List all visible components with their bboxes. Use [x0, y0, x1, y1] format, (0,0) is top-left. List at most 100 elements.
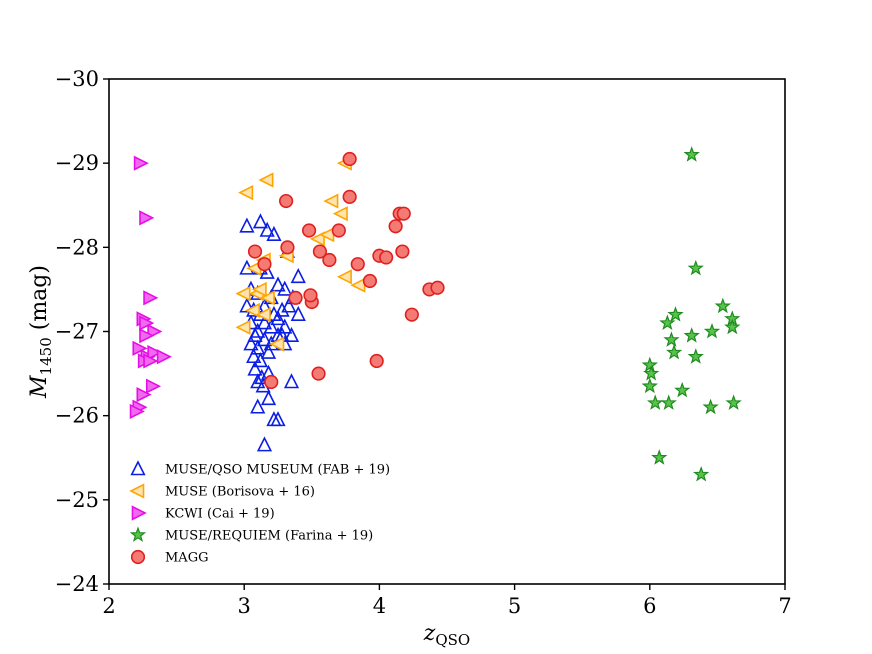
y-axis-label: M1450 (mag): [27, 265, 55, 399]
data-point: [145, 378, 162, 394]
legend-marker: [130, 549, 146, 565]
data-point: [269, 336, 285, 352]
data-point: [643, 365, 660, 381]
data-point: [259, 263, 275, 279]
x-tick-label: 6: [643, 594, 656, 618]
data-point: [350, 257, 365, 272]
data-point: [279, 193, 294, 209]
data-point: [270, 310, 286, 326]
data-point: [683, 327, 700, 343]
data-point: [252, 352, 269, 368]
series-4: [247, 151, 445, 390]
y-tick-label: −29: [55, 151, 99, 175]
legend-label: MUSE/REQUIEM (Farina + 19): [165, 529, 373, 544]
data-point: [396, 206, 411, 221]
data-point: [703, 322, 721, 339]
data-point: [369, 353, 384, 369]
series-2: [129, 155, 172, 420]
data-point: [251, 281, 267, 298]
y-tick-label: −27: [55, 320, 99, 344]
x-tick-label: 2: [102, 594, 115, 618]
data-point: [659, 314, 676, 331]
y-tick-label: −24: [55, 572, 99, 596]
data-point: [250, 373, 266, 389]
data-point: [239, 297, 255, 313]
data-point: [309, 231, 325, 247]
data-point: [277, 280, 293, 296]
x-axis-label-main: z: [423, 621, 436, 646]
data-point: [342, 151, 357, 167]
data-point: [281, 297, 297, 313]
data-point: [693, 466, 710, 482]
data-point: [257, 257, 272, 272]
data-point: [332, 206, 348, 222]
data-point: [388, 219, 403, 234]
data-point: [260, 343, 277, 359]
data-point: [129, 403, 145, 420]
data-point: [667, 306, 684, 322]
data-point: [660, 394, 677, 410]
data-point: [259, 290, 275, 306]
legend-marker: [129, 526, 147, 542]
y-axis-label-sub: 1450: [37, 337, 55, 375]
data-point: [239, 217, 255, 233]
data-point: [266, 225, 282, 242]
data-point: [256, 331, 273, 347]
legend: MUSE/QSO MUSEUM (FAB + 19) MUSE (Borisova…: [129, 460, 390, 566]
data-point: [641, 377, 658, 394]
x-tick-label: 7: [778, 594, 791, 618]
data-point: [244, 302, 260, 319]
data-point: [301, 223, 317, 238]
legend-marker: [131, 505, 147, 521]
data-point: [641, 356, 658, 373]
data-point: [674, 381, 691, 398]
data-point: [252, 213, 269, 229]
data-point: [724, 318, 741, 335]
data-point: [288, 290, 303, 305]
data-point: [274, 301, 290, 317]
data-point: [303, 288, 318, 303]
data-point: [687, 348, 704, 364]
data-point: [430, 280, 445, 295]
legend-marker: [129, 483, 145, 499]
data-point: [270, 276, 286, 292]
data-point: [280, 240, 295, 255]
x-axis-label: zQSO: [423, 621, 470, 649]
data-point: [331, 223, 346, 238]
data-point: [395, 244, 410, 259]
data-point: [283, 326, 300, 343]
x-tick-label: 3: [238, 594, 251, 618]
data-point: [336, 269, 352, 285]
legend-label: MAGG: [165, 551, 208, 566]
legend-label: MUSE/QSO MUSEUM (FAB + 19): [165, 463, 390, 478]
y-axis-ticks: −30 −29 −28 −27 −26 −25 −24: [55, 67, 109, 596]
data-point: [143, 290, 159, 306]
data-point: [290, 268, 306, 284]
data-point: [258, 172, 274, 188]
data-point: [651, 449, 668, 465]
data-point: [312, 244, 328, 259]
y-tick-label: −30: [55, 67, 99, 91]
data-point: [132, 340, 148, 356]
data-point: [250, 339, 266, 355]
data-point: [259, 221, 275, 237]
data-point: [342, 189, 357, 204]
data-point: [647, 394, 664, 410]
legend-label: MUSE (Borisova + 16): [165, 485, 315, 500]
y-tick-label: −28: [55, 235, 99, 259]
data-point: [143, 353, 159, 369]
data-point: [238, 185, 254, 201]
data-point: [243, 335, 259, 351]
data-point: [683, 146, 700, 162]
data-point: [263, 318, 279, 334]
data-point: [725, 394, 742, 410]
data-point: [156, 349, 172, 365]
data-point: [247, 360, 263, 376]
x-axis-label-sub: QSO: [435, 631, 470, 649]
data-point: [379, 250, 394, 265]
data-point: [250, 398, 266, 414]
data-point: [702, 398, 719, 415]
legend-marker: [130, 460, 146, 476]
data-point: [350, 277, 366, 293]
